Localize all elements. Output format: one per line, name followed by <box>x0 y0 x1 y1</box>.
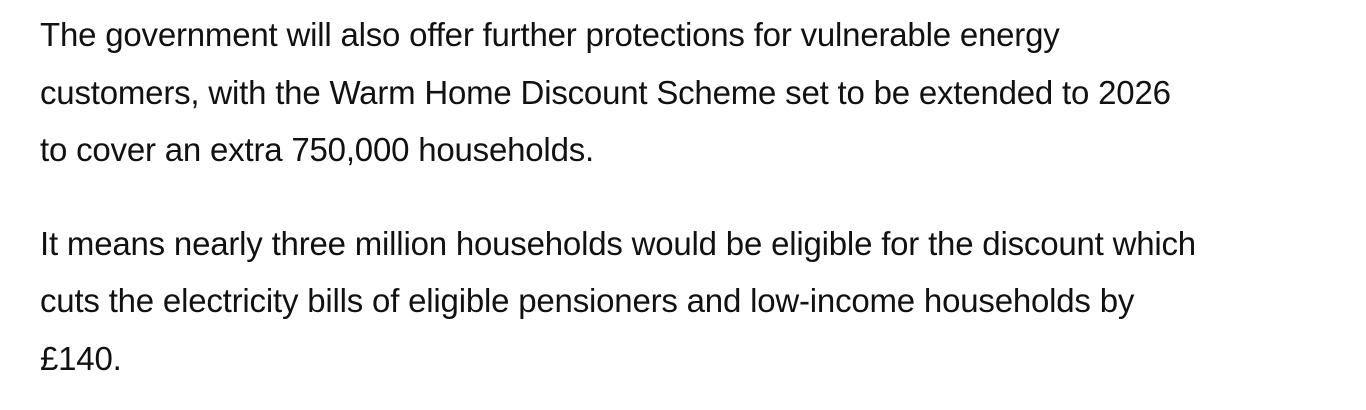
paragraph-line: It means nearly three million households… <box>40 224 1196 262</box>
paragraph-line: cuts the electricity bills of eligible p… <box>40 282 1135 319</box>
article-body: The government will also offer further p… <box>40 6 1340 387</box>
paragraph-eligibility: It means nearly three million households… <box>40 215 1340 388</box>
paragraph-line: customers, with the Warm Home Discount S… <box>40 73 1171 111</box>
paragraph-line: £140. <box>40 339 122 377</box>
paragraph-line: to cover an extra 750,000 households. <box>40 131 594 168</box>
paragraph-warm-home-discount: The government will also offer further p… <box>40 6 1340 179</box>
paragraph-line: The government will also offer further p… <box>40 16 1060 53</box>
